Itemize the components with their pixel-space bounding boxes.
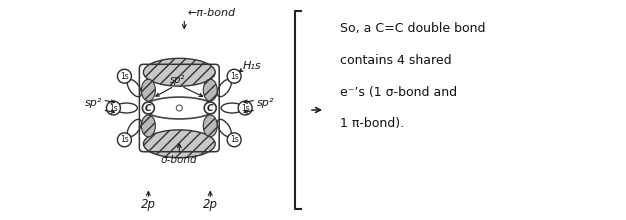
Text: sp²: sp²	[85, 98, 102, 108]
Text: 1s: 1s	[230, 72, 239, 81]
Text: 1s: 1s	[109, 104, 118, 112]
Text: sp²: sp²	[170, 75, 185, 85]
Ellipse shape	[217, 79, 231, 97]
Text: H₁s: H₁s	[243, 61, 262, 71]
Ellipse shape	[203, 79, 217, 101]
Text: 1s: 1s	[120, 72, 129, 81]
Circle shape	[118, 133, 131, 147]
Circle shape	[177, 105, 182, 111]
Text: C: C	[207, 104, 213, 113]
Text: sp²: sp²	[257, 98, 274, 108]
Text: So, a C=C double bond: So, a C=C double bond	[340, 22, 485, 35]
Ellipse shape	[141, 79, 155, 101]
Circle shape	[118, 69, 131, 83]
Text: 1s: 1s	[230, 135, 239, 144]
Circle shape	[142, 102, 155, 114]
Text: ←π-bond: ←π-bond	[187, 8, 235, 18]
Text: σ-bond: σ-bond	[161, 155, 198, 165]
Text: C: C	[145, 104, 151, 113]
Ellipse shape	[141, 115, 155, 137]
Ellipse shape	[217, 119, 231, 137]
Circle shape	[106, 101, 120, 115]
Ellipse shape	[143, 58, 215, 86]
Text: contains 4 shared: contains 4 shared	[340, 54, 451, 67]
Circle shape	[227, 133, 241, 147]
Ellipse shape	[115, 103, 137, 113]
Circle shape	[204, 102, 216, 114]
Text: e⁻’s (1 σ-bond and: e⁻’s (1 σ-bond and	[340, 86, 457, 99]
Circle shape	[238, 101, 252, 115]
Text: 1 π-bond).: 1 π-bond).	[340, 117, 404, 130]
Text: 2p: 2p	[141, 198, 156, 211]
Ellipse shape	[127, 119, 141, 137]
Ellipse shape	[143, 97, 215, 119]
Text: 1s: 1s	[120, 135, 129, 144]
Text: 1s: 1s	[241, 104, 250, 112]
Circle shape	[227, 69, 241, 83]
Ellipse shape	[203, 115, 217, 137]
Ellipse shape	[221, 103, 243, 113]
Ellipse shape	[127, 79, 141, 97]
Ellipse shape	[143, 130, 215, 158]
Text: 2p: 2p	[203, 198, 218, 211]
